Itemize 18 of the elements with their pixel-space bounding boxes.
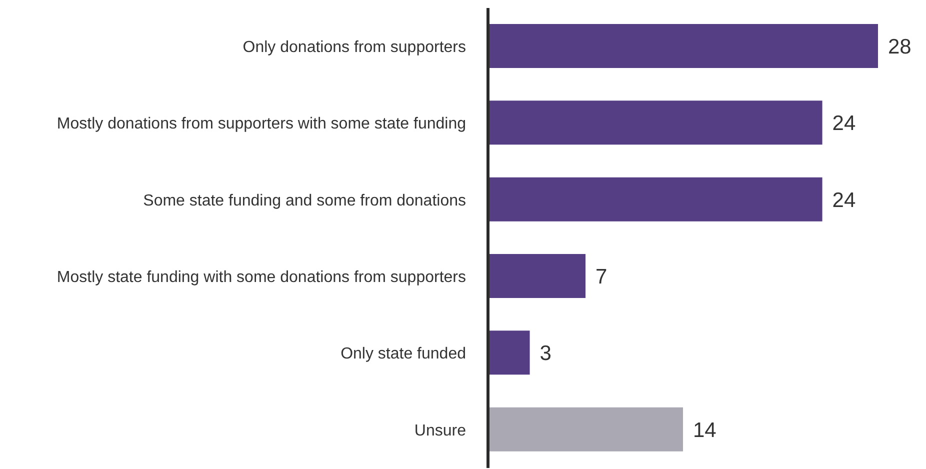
y-tick-label: Some state funding and some from donations — [143, 192, 466, 210]
y-tick-label: Only donations from supporters — [242, 39, 466, 56]
bar — [488, 100, 822, 145]
data-label: 24 — [832, 188, 856, 212]
y-tick-label: Mostly state funding with some donations from supporters — [56, 269, 466, 286]
bar — [488, 407, 683, 452]
data-label: 3 — [540, 342, 552, 366]
bar — [488, 177, 822, 222]
y-tick-label: Mostly donations from supporters with some state funding — [56, 116, 466, 133]
data-label: 28 — [888, 35, 912, 58]
bar — [488, 330, 530, 375]
y-tick-label: Unsure — [414, 422, 466, 440]
data-label: 24 — [832, 112, 856, 136]
bar — [488, 24, 878, 68]
y-tick-label: Only state funded — [340, 346, 466, 363]
bar — [488, 254, 586, 298]
data-label: 7 — [596, 265, 608, 288]
data-label: 14 — [693, 418, 717, 442]
